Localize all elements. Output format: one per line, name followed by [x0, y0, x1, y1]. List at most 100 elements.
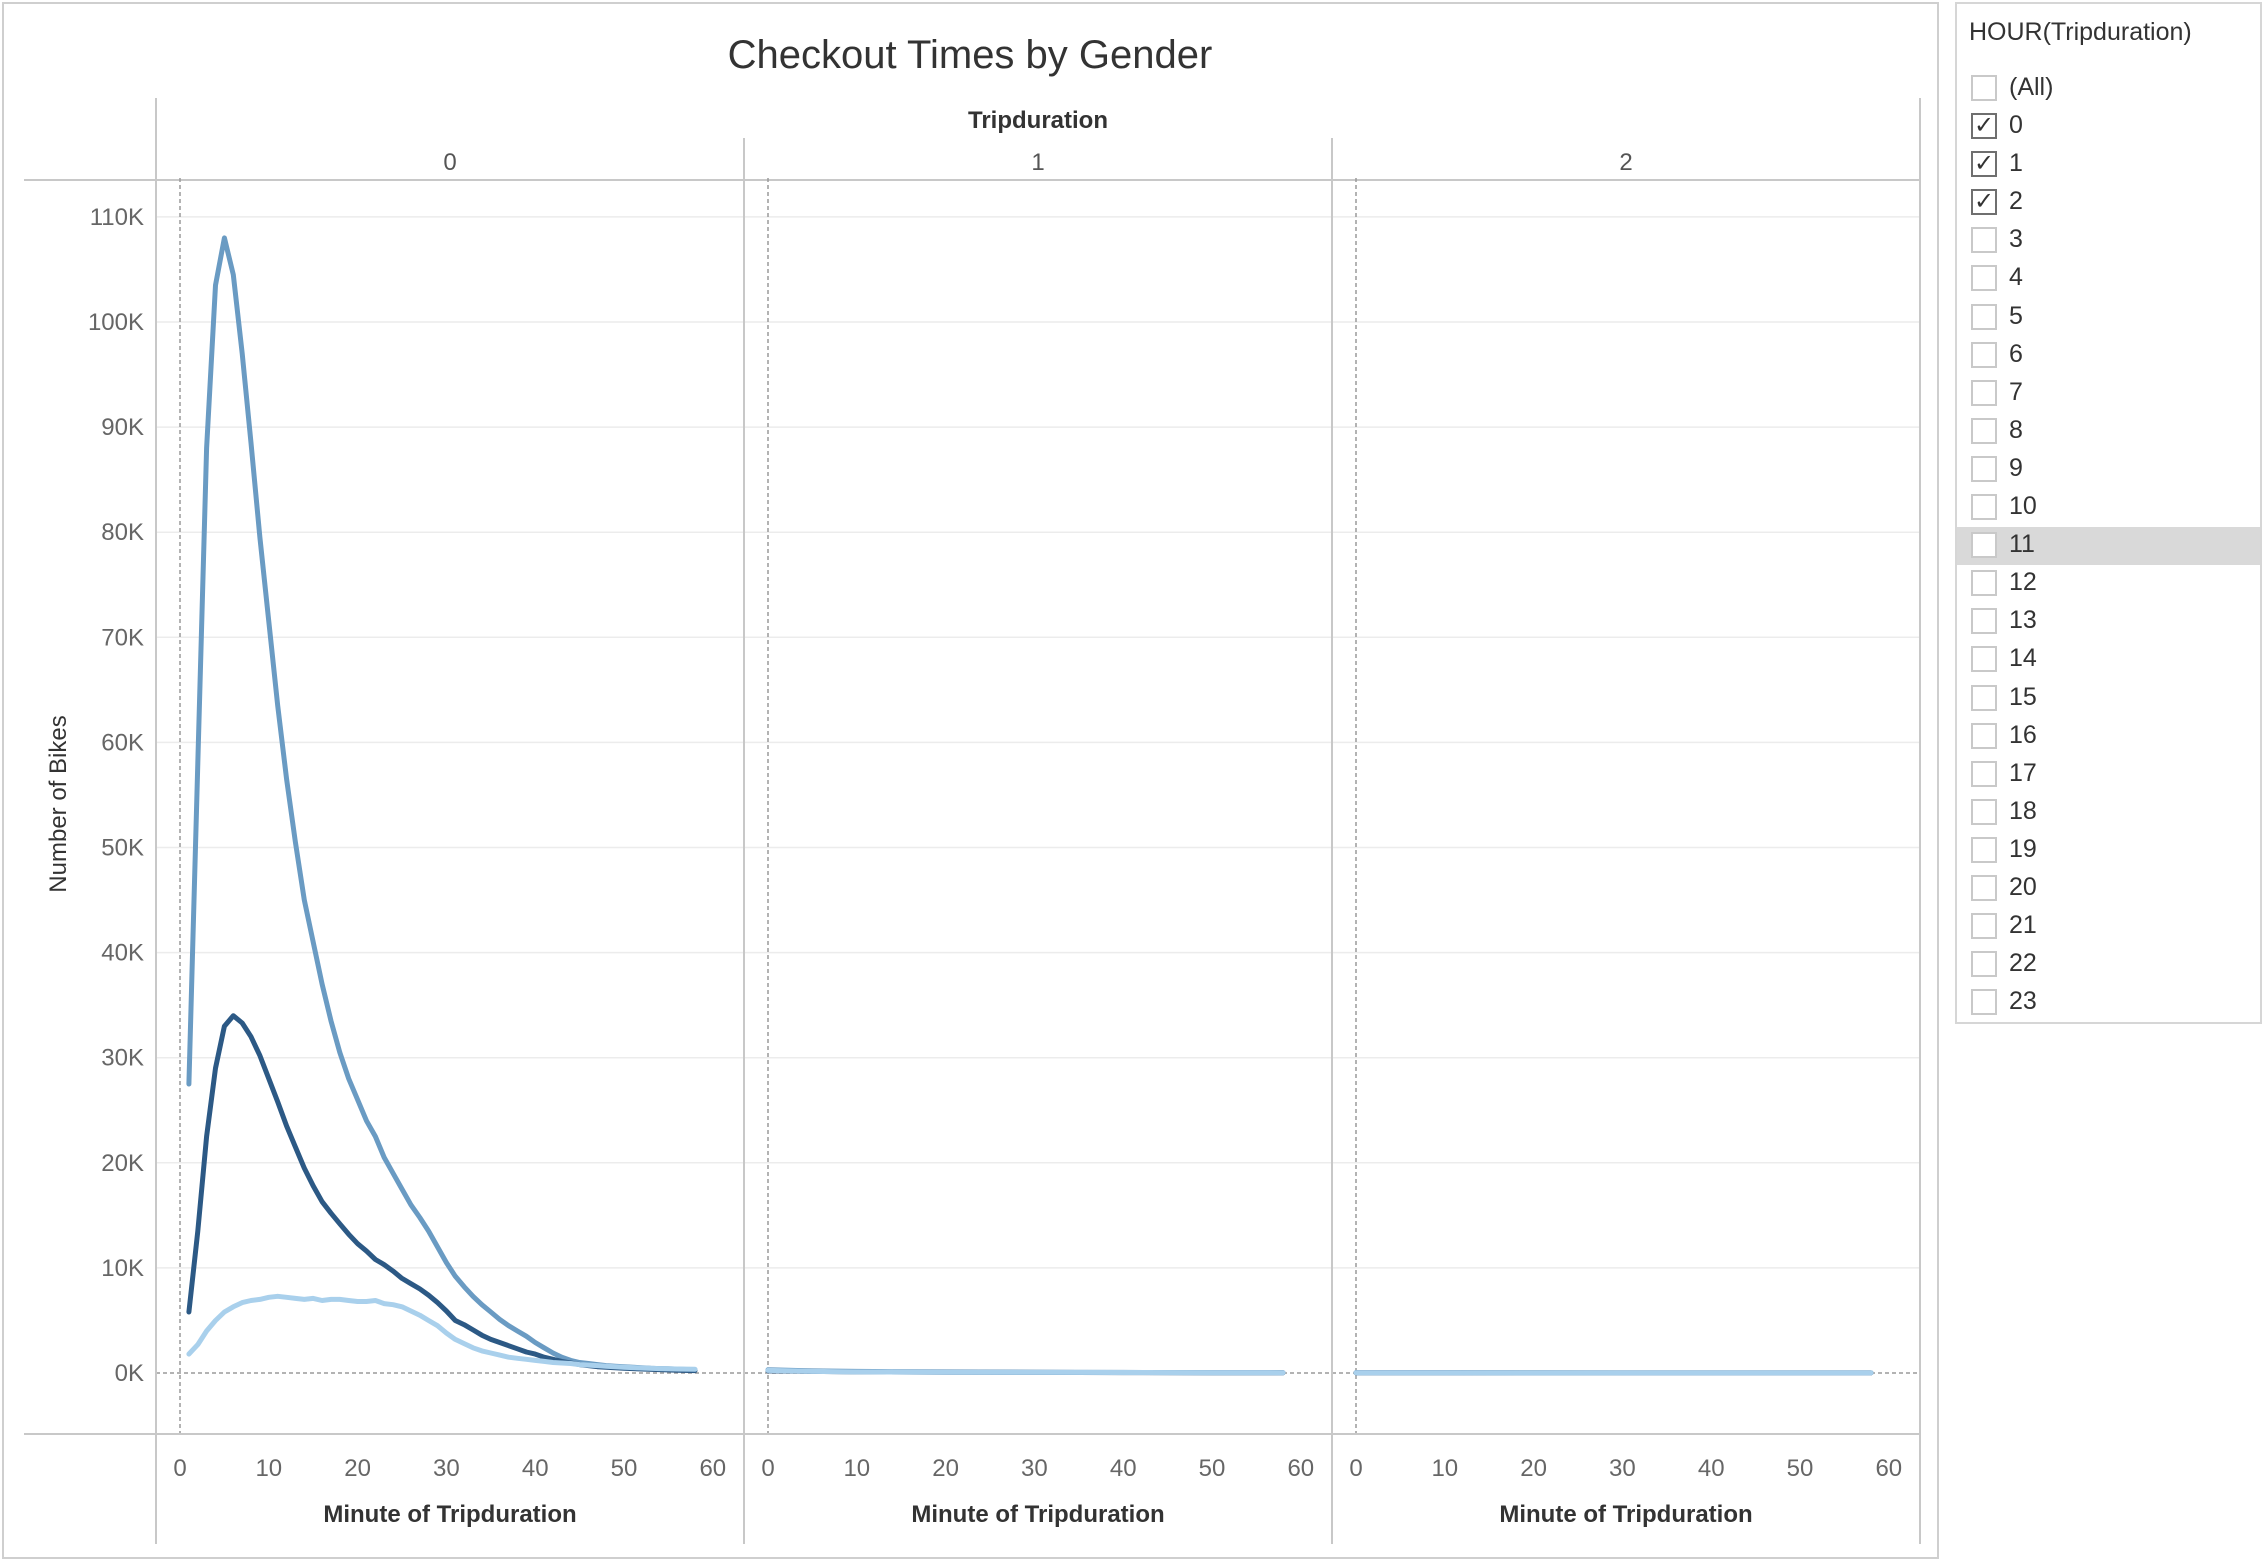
checkbox[interactable]: [1971, 722, 1997, 749]
checkbox[interactable]: [1971, 532, 1997, 559]
filter-item-label: 15: [2009, 682, 2037, 711]
checkbox[interactable]: [1971, 951, 1997, 978]
filter-item-label: 20: [2009, 872, 2037, 901]
checkbox[interactable]: [1971, 798, 1997, 825]
x-tick-label: 20: [932, 1455, 959, 1482]
filter-item-0[interactable]: ✓ 0: [1957, 108, 2260, 146]
x-tick-label: 30: [1021, 1455, 1048, 1482]
x-tick-label: 20: [1520, 1455, 1547, 1482]
checkbox[interactable]: [1971, 494, 1997, 521]
x-tick-label: 0: [1349, 1455, 1362, 1482]
filter-item-19[interactable]: 19: [1957, 832, 2260, 870]
panel-header-1: 1: [1031, 149, 1044, 176]
panel-header-2: 2: [1619, 149, 1632, 176]
filter-item-label: 10: [2009, 492, 2037, 521]
column-header: Tripduration: [968, 107, 1108, 134]
filter-item-label: 3: [2009, 225, 2023, 254]
x-tick-label: 0: [761, 1455, 774, 1482]
filter-item-label: 23: [2009, 987, 2037, 1016]
checkbox-checked[interactable]: ✓: [1971, 151, 1997, 178]
filter-item-16[interactable]: 16: [1957, 718, 2260, 756]
filter-item-22[interactable]: 22: [1957, 946, 2260, 984]
checkbox[interactable]: [1971, 684, 1997, 711]
x-axis-title: Minute of Tripduration: [323, 1501, 576, 1528]
filter-item-15[interactable]: 15: [1957, 680, 2260, 718]
checkbox[interactable]: [1971, 874, 1997, 901]
x-tick-label: 40: [1698, 1455, 1725, 1482]
checkbox[interactable]: [1971, 341, 1997, 368]
y-tick-label: 60K: [101, 729, 144, 756]
filter-item-label: 13: [2009, 606, 2037, 635]
y-tick-label: 20K: [101, 1150, 144, 1177]
x-tick-label: 0: [173, 1455, 186, 1482]
filter-item-label: 2: [2009, 187, 2023, 216]
checkbox[interactable]: [1971, 265, 1997, 292]
x-tick-label: 10: [843, 1455, 870, 1482]
checkbox[interactable]: [1971, 227, 1997, 254]
x-axis-title: Minute of Tripduration: [911, 1501, 1164, 1528]
filter-item-20[interactable]: 20: [1957, 870, 2260, 908]
filter-item-label: (All): [2009, 73, 2054, 101]
checkbox[interactable]: [1971, 303, 1997, 330]
filter-item-label: 9: [2009, 453, 2023, 482]
checkbox[interactable]: [1971, 760, 1997, 787]
filter-item-17[interactable]: 17: [1957, 756, 2260, 794]
checkbox[interactable]: [1971, 379, 1997, 406]
filter-item-label: 22: [2009, 949, 2037, 978]
checkbox-checked[interactable]: ✓: [1971, 113, 1997, 140]
x-axis-title: Minute of Tripduration: [1499, 1501, 1752, 1528]
checkbox[interactable]: [1971, 646, 1997, 673]
y-tick-label: 100K: [88, 309, 144, 336]
checkbox[interactable]: [1971, 913, 1997, 940]
filter-item-18[interactable]: 18: [1957, 794, 2260, 832]
filter-item-2[interactable]: ✓ 2: [1957, 184, 2260, 222]
filter-item-label: 7: [2009, 377, 2023, 406]
filter-item-5[interactable]: 5: [1957, 299, 2260, 337]
filter-item-14[interactable]: 14: [1957, 641, 2260, 679]
checkbox[interactable]: [1971, 417, 1997, 444]
filter-item-label: 11: [2009, 530, 2035, 559]
filter-item-10[interactable]: 10: [1957, 489, 2260, 527]
filter-item-label: 8: [2009, 415, 2023, 444]
x-tick-label: 40: [1110, 1455, 1137, 1482]
x-tick-label: 60: [1875, 1455, 1902, 1482]
y-tick-label: 70K: [101, 624, 144, 651]
checkbox-checked[interactable]: ✓: [1971, 189, 1997, 216]
filter-item-label: 12: [2009, 568, 2037, 597]
filter-item-13[interactable]: 13: [1957, 603, 2260, 641]
y-tick-label: 80K: [101, 519, 144, 546]
x-tick-label: 40: [522, 1455, 549, 1482]
y-tick-label: 90K: [101, 414, 144, 441]
filter-item-label: 17: [2009, 758, 2037, 787]
chart-title: Checkout Times by Gender: [728, 33, 1213, 77]
x-tick-label: 20: [344, 1455, 371, 1482]
filter-item-4[interactable]: 4: [1957, 260, 2260, 298]
filter-item-11[interactable]: 11: [1957, 527, 2260, 566]
checkbox[interactable]: [1971, 989, 1997, 1016]
panel-header-0: 0: [443, 149, 456, 176]
filter-item-23[interactable]: 23: [1957, 984, 2260, 1022]
checkbox[interactable]: [1971, 836, 1997, 863]
checkbox[interactable]: [1971, 455, 1997, 482]
y-tick-label: 110K: [90, 204, 144, 231]
checkbox[interactable]: [1971, 570, 1997, 597]
y-axis-title: Number of Bikes: [45, 715, 72, 892]
filter-item-7[interactable]: 7: [1957, 375, 2260, 413]
filter-item-6[interactable]: 6: [1957, 337, 2260, 375]
series-line-1-panel-0: [186, 235, 698, 1373]
y-tick-label: 30K: [101, 1045, 144, 1072]
chart-panel: Checkout Times by Gender Tripduration 0 1 2 0…: [2, 2, 1939, 1559]
filter-title: HOUR(Tripduration): [1969, 18, 2192, 46]
filter-item-21[interactable]: 21: [1957, 908, 2260, 946]
filter-item-8[interactable]: 8: [1957, 413, 2260, 451]
x-tick-label: 30: [1609, 1455, 1636, 1482]
filter-item-1[interactable]: ✓ 1: [1957, 146, 2260, 184]
checkbox[interactable]: [1971, 75, 1997, 101]
filter-item-all[interactable]: (All): [1957, 70, 2260, 108]
filter-item-12[interactable]: 12: [1957, 565, 2260, 603]
filter-item-9[interactable]: 9: [1957, 451, 2260, 489]
filter-item-3[interactable]: 3: [1957, 222, 2260, 260]
checkbox[interactable]: [1971, 608, 1997, 635]
series-line-3-panel-0: [186, 1293, 698, 1372]
